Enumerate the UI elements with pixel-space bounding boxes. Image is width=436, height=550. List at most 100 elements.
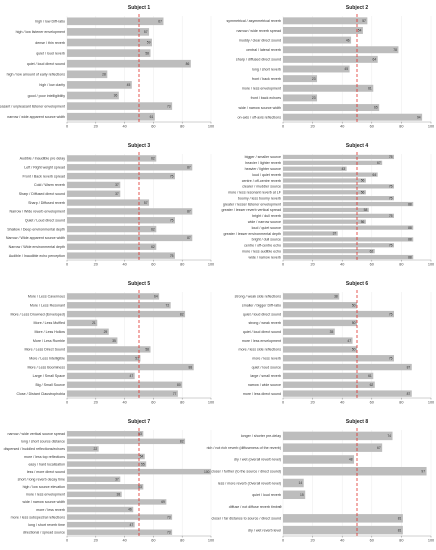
data-label: 54 <box>358 29 362 33</box>
category-label: good / poor intelligibility <box>28 94 66 98</box>
chart-panel-4: Subject 4 bigger / smaller source 75 heavie… <box>221 143 434 267</box>
bar <box>67 28 150 36</box>
data-label: 94 <box>417 115 421 119</box>
category-label: high / low amount of early reflections <box>7 73 66 77</box>
bar <box>67 59 191 68</box>
data-label: 81 <box>398 528 402 532</box>
data-label: 38 <box>334 295 338 299</box>
data-label: 53 <box>138 432 142 436</box>
bar <box>67 217 175 224</box>
data-label: 62 <box>370 249 374 253</box>
x-tick-label: 40 <box>122 539 126 543</box>
category-label: front / back reverb <box>252 77 281 81</box>
bar <box>67 446 99 452</box>
data-label: 75 <box>170 174 174 178</box>
panel-title: Subject 7 <box>128 419 150 425</box>
bar <box>67 91 119 100</box>
bar <box>67 310 186 318</box>
x-tick-label: 0 <box>66 125 68 129</box>
category-label: heavier / lighter source <box>245 167 281 171</box>
bar <box>67 199 150 206</box>
panel-title: Subject 4 <box>346 143 368 149</box>
bar <box>283 431 393 441</box>
bar <box>67 102 173 110</box>
panel-title: Subject 5 <box>128 281 150 287</box>
bar <box>283 337 353 344</box>
x-tick-label: 20 <box>310 539 314 543</box>
bar <box>283 443 383 452</box>
bar <box>283 219 366 224</box>
x-tick-label: 60 <box>151 401 155 405</box>
category-label: strong / weak side reflections <box>235 295 282 299</box>
bar <box>283 160 383 165</box>
bar <box>283 466 427 476</box>
data-label: 62 <box>151 227 155 231</box>
bar <box>283 207 369 213</box>
category-label: Quiet / Loud direct sound <box>25 219 65 223</box>
x-tick-label: 80 <box>180 263 184 267</box>
category-label: narrow / wide reverb spread <box>236 29 281 33</box>
bar <box>283 36 352 44</box>
bar <box>67 484 144 490</box>
bar <box>283 390 412 397</box>
data-label: 61 <box>368 374 372 378</box>
data-label: 50 <box>352 321 356 325</box>
bar <box>283 346 357 353</box>
category-label: more / less direct sound <box>243 392 281 396</box>
category-label: Narrow / Wide reverb envelopment <box>9 210 65 214</box>
chart-panel-5: Subject 5 More / Less Cavernous 64 More / L… <box>10 281 214 405</box>
x-tick-label: 20 <box>310 401 314 405</box>
x-tick-label: 60 <box>370 401 374 405</box>
category-label: Audible / Inaudible echo perception <box>9 254 65 258</box>
x-tick-label: 20 <box>94 539 98 543</box>
x-tick-label: 40 <box>340 401 344 405</box>
data-label: 72 <box>166 303 170 307</box>
data-label: 81 <box>398 517 402 521</box>
bar <box>283 17 368 25</box>
category-label: narrow / wide vertical source spread <box>7 432 65 436</box>
data-label: 38 <box>117 493 121 497</box>
chart-panel-8: Subject 8 longer / shorter pre-delay 74 ric… <box>207 419 435 543</box>
category-label: Large / Small Space <box>33 374 65 378</box>
bar <box>67 476 121 482</box>
category-label: dry / wet reverb level <box>248 528 281 532</box>
data-label: 46 <box>128 508 132 512</box>
x-tick-label: 40 <box>340 539 344 543</box>
category-label: quiet / loud reverb <box>252 493 281 497</box>
category-label: Cold / Warm reverb <box>34 183 65 187</box>
data-label: 29 <box>104 330 108 334</box>
bar <box>283 154 394 160</box>
data-label: 14 <box>299 481 303 485</box>
category-label: greater / lesser listener envelopment <box>223 202 281 206</box>
category-label: more / less resonant reverb at LF <box>228 191 282 195</box>
category-label: bigger / smaller source <box>245 155 281 159</box>
bar <box>283 293 340 300</box>
data-label: 86 <box>186 62 190 66</box>
category-label: quiet / loud source <box>252 365 281 369</box>
category-label: centre / off-centre echo <box>244 244 281 248</box>
category-label: front / back echoes <box>251 96 282 100</box>
bar <box>67 453 145 460</box>
bar <box>283 84 374 92</box>
category-label: Left / Right weight spread <box>24 166 65 170</box>
category-label: bright / dull source <box>252 238 281 242</box>
data-label: 51 <box>135 356 139 360</box>
data-label: 37 <box>333 232 337 236</box>
data-label: 75 <box>389 243 393 247</box>
data-label: 65 <box>374 106 378 110</box>
category-label: Front / Back reverb spread <box>22 174 65 178</box>
bar <box>67 172 175 180</box>
panel-title: Subject 8 <box>346 419 368 425</box>
category-label: centre / off-centre reverb <box>242 179 281 183</box>
category-label: on-axis / off-axis reflections <box>238 115 282 119</box>
bar <box>67 164 193 171</box>
bar <box>283 75 318 83</box>
data-label: 77 <box>173 392 177 396</box>
data-label: 50 <box>352 303 356 307</box>
data-label: 75 <box>389 312 393 316</box>
category-label: loud / quiet reverb <box>252 173 281 177</box>
x-tick-label: 80 <box>399 401 403 405</box>
bar <box>67 438 186 445</box>
data-label: 73 <box>167 104 171 108</box>
